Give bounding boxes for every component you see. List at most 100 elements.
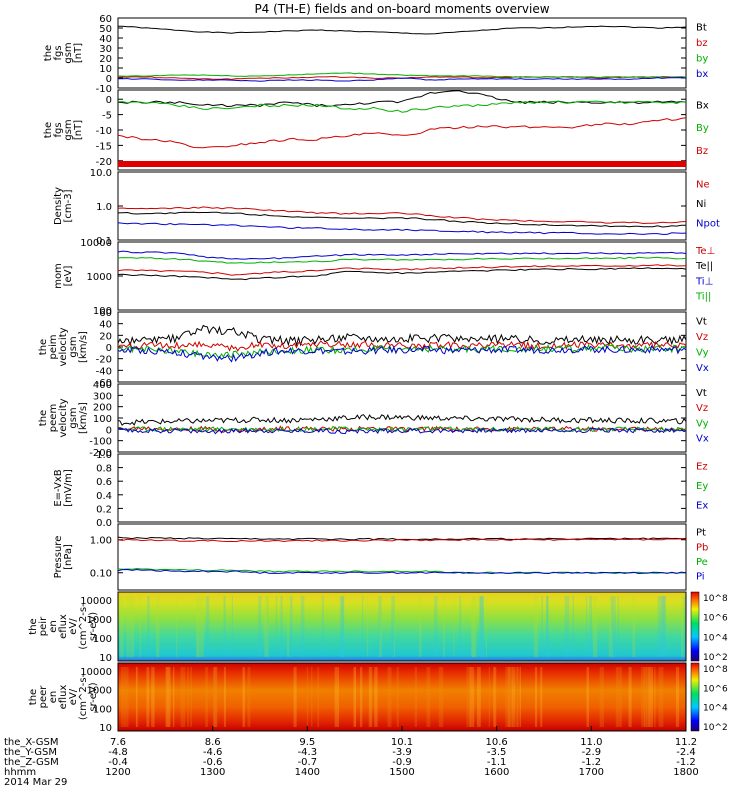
ytick-label-6-3: 0.4 xyxy=(96,491,112,502)
ytick-label-6-5: 0.0 xyxy=(96,518,112,529)
legend-entry-7-1: Pb xyxy=(696,542,708,553)
series-line-0-2 xyxy=(117,72,686,78)
spectrogram-streak-1-52 xyxy=(516,667,518,727)
spectrogram-ylabel-0-line: sr-eV) xyxy=(88,612,99,641)
ytick-label-5-0: 400 xyxy=(93,380,112,391)
ytick-label-4-3: 0 xyxy=(106,343,112,354)
spectrogram-streak-0-20 xyxy=(224,596,226,657)
ytick-label-5-5: -100 xyxy=(89,437,112,448)
ytick-label-0-3: 30 xyxy=(99,44,112,55)
spectrogram-streak-0-33 xyxy=(126,596,130,657)
spectrogram-ylabel-1-line: sr-eV) xyxy=(88,682,99,711)
colorbar-label-0-3: 10^2 xyxy=(703,653,728,663)
xaxis-value-3-4: 1600 xyxy=(484,767,509,778)
spectrogram-streak-1-7 xyxy=(476,667,481,727)
spectrogram-streak-0-2 xyxy=(594,596,598,657)
panel-frame-3 xyxy=(117,241,687,311)
xaxis-value-0-3: 10.1 xyxy=(391,737,413,748)
legend-entry-7-0: Pt xyxy=(696,528,706,539)
spectrogram-streak-1-15 xyxy=(438,667,444,727)
xaxis-value-1-0: -4.8 xyxy=(108,747,128,758)
xaxis-row-label-3: hhmm xyxy=(4,767,36,778)
xaxis-value-1-6: -2.4 xyxy=(676,747,696,758)
spectrogram-ytick-1-1: 1000 xyxy=(87,686,112,697)
colorbar-label-1-2: 10^4 xyxy=(703,704,728,714)
spectrogram-streak-1-24 xyxy=(508,667,513,727)
ytick-label-5-2: 200 xyxy=(93,403,112,414)
spectrogram-ylabel-1-line: peer xyxy=(38,685,49,709)
legend-entry-6-1: Ey xyxy=(696,481,708,492)
series-line-0-0 xyxy=(117,25,687,35)
series-line-2-1 xyxy=(117,211,686,228)
colorbar-label-1-3: 10^2 xyxy=(703,723,728,733)
series-line-1-2 xyxy=(117,117,687,149)
spectrogram-streak-1-46 xyxy=(466,667,471,727)
spectrogram-streak-1-47 xyxy=(643,667,648,727)
xaxis-value-1-3: -3.9 xyxy=(392,747,412,758)
panel-ylabel-1-line: gsm xyxy=(63,119,74,140)
spectrogram-ylabel-1: the peer en eflux eV/(cm^2-s-sr-eV) xyxy=(28,673,99,720)
spectrogram-streak-0-19 xyxy=(453,596,455,657)
spectrogram-streak-0-53 xyxy=(546,596,549,657)
spectrogram-ylabel-1-line: the xyxy=(28,689,39,705)
spectrogram-streak-1-44 xyxy=(628,667,632,727)
spectrogram-streak-0-41 xyxy=(130,596,135,657)
xaxis-value-1-5: -2.9 xyxy=(582,747,602,758)
xaxis-value-3-6: 1800 xyxy=(673,767,698,778)
spectrogram-streak-0-9 xyxy=(367,596,369,657)
legend-entry-7-2: Pe xyxy=(696,557,708,568)
panel-ylabel-5-line: gsm xyxy=(68,407,79,428)
panel-frame-4 xyxy=(117,311,687,383)
spectrogram-streak-1-2 xyxy=(166,667,171,727)
spectrogram-streak-1-9 xyxy=(617,667,623,727)
panel-ylabel-7-line: Pressure xyxy=(53,536,64,579)
legend-entry-0-2: by xyxy=(696,54,708,65)
xaxis-value-0-1: 8.6 xyxy=(205,737,221,748)
spectrogram-ylabel-0-line: peir xyxy=(38,616,49,636)
spectrogram-streak-1-34 xyxy=(223,667,226,727)
spectrogram-0 xyxy=(118,592,686,661)
spectrogram-streak-0-15 xyxy=(661,596,667,657)
ytick-label-3-0: 10000 xyxy=(80,238,112,249)
legend-entry-1-1: By xyxy=(696,123,709,134)
spectrogram-streak-0-37 xyxy=(391,596,395,657)
spectrogram-streak-1-18 xyxy=(615,667,618,727)
ytick-label-7-1: 0.10 xyxy=(90,569,112,580)
series-line-0-3 xyxy=(118,77,687,82)
legend-entry-4-3: Vx xyxy=(696,363,709,374)
series-line-1-1 xyxy=(117,100,687,113)
spectrogram-streak-1-31 xyxy=(488,667,490,727)
spectrogram-streak-1-13 xyxy=(124,667,129,727)
panel-ylabel-4-line: gsm xyxy=(68,336,79,357)
xaxis-value-2-3: -0.9 xyxy=(392,757,412,768)
spectrogram-streak-1-51 xyxy=(645,667,650,727)
legend-entry-1-2: Bz xyxy=(696,146,708,157)
legend-entry-0-3: bx xyxy=(696,69,708,80)
panel-frame-2 xyxy=(117,171,687,241)
spectrogram-streak-0-28 xyxy=(617,596,619,657)
spectrogram-streak-0-16 xyxy=(280,596,283,657)
spectrogram-streak-1-59 xyxy=(586,667,589,727)
legend-entry-5-0: Vt xyxy=(696,388,707,399)
spectrogram-streak-1-5 xyxy=(205,667,209,727)
panel-ylabel-7-line: [nPa] xyxy=(63,544,74,570)
spectrogram-streak-0-1 xyxy=(657,596,662,657)
panel-ylabel-5-line: [km/s] xyxy=(78,402,89,434)
spectrogram-ylabel-0-line: the xyxy=(28,618,39,634)
panel-ylabel-4-line: peim xyxy=(48,334,59,359)
date-label: 2014 Mar 29 xyxy=(4,777,67,788)
ytick-label-0-5: 10 xyxy=(99,64,112,75)
ytick-label-7-0: 1.00 xyxy=(90,536,112,547)
series-line-3-0 xyxy=(117,250,687,260)
legend-entry-0-0: Bt xyxy=(696,22,707,33)
xaxis-value-3-1: 1300 xyxy=(200,767,225,778)
spectrogram-streak-1-29 xyxy=(658,667,664,727)
xaxis-value-0-5: 11.0 xyxy=(580,737,602,748)
xaxis-value-3-3: 1500 xyxy=(389,767,414,778)
legend-entry-2-0: Ne xyxy=(696,180,710,191)
spectrogram-streak-0-24 xyxy=(589,596,592,657)
spectrogram-streak-1-41 xyxy=(317,667,320,727)
spectrogram-ylabel-0-line: (cm^2-s- xyxy=(78,603,89,650)
colorbar-label-0-0: 10^8 xyxy=(703,594,728,604)
ytick-label-1-1: -5 xyxy=(102,111,112,122)
